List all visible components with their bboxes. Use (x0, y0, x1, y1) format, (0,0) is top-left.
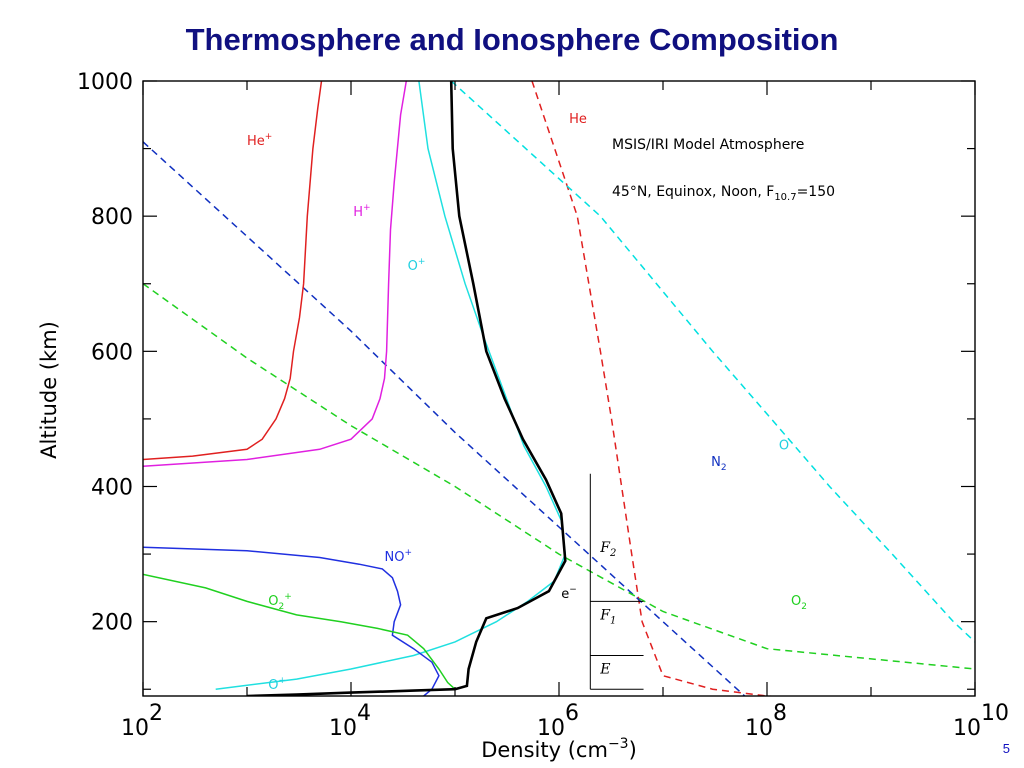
x-tick-label-1: 10 (329, 716, 357, 741)
series-label-5: N2 (711, 455, 726, 473)
region-label-1: F1 (599, 607, 616, 626)
series-line-4 (143, 81, 323, 461)
series-label-8: O2+ (268, 592, 292, 612)
series-line-5 (143, 81, 408, 467)
y-tick-label-4: 200 (91, 611, 133, 636)
series-line-7 (143, 546, 440, 696)
y-tick-label-1: 800 (91, 205, 133, 230)
annotation-conditions: 45°N, Equinox, Noon, F10.7=150 (612, 184, 835, 203)
series-line-9 (246, 81, 567, 696)
x-tick-label-3: 10 (745, 716, 773, 741)
series-line-0 (531, 81, 784, 696)
x-tick-exp-4: 10 (981, 701, 1009, 726)
series-label-1: H+ (353, 203, 370, 220)
series-label-9: e− (561, 585, 577, 602)
x-tick-exp-1: 4 (357, 701, 371, 726)
region-label-2: E (599, 661, 610, 677)
x-tick-exp-0: 2 (149, 701, 163, 726)
y-tick-label-2: 600 (91, 340, 133, 365)
x-axis-label: Density (cm−3) (481, 736, 637, 762)
x-tick-exp-2: 6 (565, 701, 579, 726)
series-label-4: O (779, 438, 789, 453)
series-line-2 (143, 141, 746, 696)
series-line-1 (450, 81, 975, 643)
slide-title: Thermosphere and Ionosphere Composition (185, 22, 839, 57)
x-tick-label-2: 10 (537, 716, 565, 741)
page-number: 5 (1002, 741, 1010, 756)
y-axis-label: Altitude (km) (37, 321, 61, 459)
regions-layer: F2 F1 E (589, 473, 644, 690)
y-tick-label-3: 400 (91, 475, 133, 500)
y-tick-label-0: 1000 (77, 70, 133, 95)
x-tick-exp-3: 8 (773, 701, 787, 726)
series-label-0: He+ (247, 132, 272, 149)
series-label-3: He (569, 112, 587, 127)
series-line-3 (143, 283, 975, 670)
x-tick-label-0: 10 (121, 716, 149, 741)
series-layer (143, 81, 975, 696)
series-label-2: O+ (408, 257, 426, 274)
series-label-7: NO+ (385, 548, 413, 565)
x-tick-label-4: 10 (953, 716, 981, 741)
series-label-6: O2 (791, 594, 807, 612)
annotation-model: MSIS/IRI Model Atmosphere (612, 137, 804, 153)
series-label-10: O+ (268, 676, 286, 693)
region-label-0: F2 (599, 540, 616, 559)
series-line-8 (143, 573, 456, 690)
